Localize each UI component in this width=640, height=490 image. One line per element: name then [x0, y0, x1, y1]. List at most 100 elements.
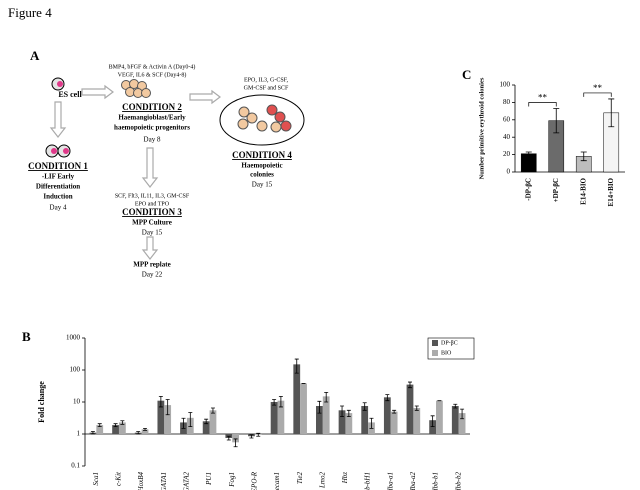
bar [406, 384, 414, 434]
error-bar [580, 151, 587, 162]
error-bar [340, 405, 345, 417]
error-bar [143, 427, 148, 431]
error-bar [113, 423, 118, 428]
x-tick-label: GATA1 [160, 472, 168, 490]
es-cell-nucleus [57, 81, 63, 87]
condition-day: Day 15 [142, 229, 163, 237]
factors: VEGF, IL6 & SCF (Day4-8) [118, 71, 187, 78]
x-tick-label: GATA2 [183, 472, 191, 490]
condition-text: Haemangioblast/Early [118, 114, 186, 122]
arrow [141, 236, 159, 260]
x-tick-label: Lmo2 [318, 472, 326, 489]
error-bar [249, 434, 254, 439]
x-tick-label: Hbb-bH1 [364, 472, 372, 490]
bar [429, 420, 437, 434]
arrow [81, 84, 114, 100]
condition-day: Day 4 [50, 204, 67, 212]
error-bar [120, 420, 125, 425]
x-tick-label: EPO-R [250, 471, 258, 490]
error-bar [525, 151, 532, 156]
arrow [141, 147, 159, 188]
y-tick-label: 0 [507, 168, 511, 176]
x-tick-label: Pecam1 [273, 472, 281, 490]
error-bar [204, 418, 209, 425]
bar [322, 396, 330, 434]
x-tick-label: Hbz [341, 472, 349, 485]
error-bar [90, 431, 95, 435]
condition-title: CONDITION 1 [28, 161, 88, 171]
x-tick-label: Tie2 [296, 472, 304, 485]
error-bar [158, 395, 163, 408]
arrow [189, 89, 221, 105]
bar [157, 400, 165, 434]
y-tick-label: 10 [73, 398, 81, 406]
error-bar [608, 98, 615, 128]
x-tick-label: PU1 [205, 472, 213, 486]
x-tick-label: -DP-βC [524, 178, 532, 201]
factors: GM-CSF and SCF [244, 85, 289, 91]
cond1-cells [45, 144, 71, 158]
condition-text: MPP Culture [132, 219, 172, 227]
y-tick-label: 1 [77, 430, 81, 438]
error-bar [256, 432, 261, 437]
condition-text: Haemopoietic [241, 162, 282, 170]
error-bar [553, 108, 560, 134]
condition-text: -LIF Early [42, 173, 75, 181]
x-tick-label: c-Kit [115, 471, 123, 486]
y-tick-label: 1000 [66, 334, 81, 342]
bar [383, 397, 391, 434]
condition-text: haemopoietic progenitors [114, 124, 190, 132]
bar [316, 405, 323, 434]
bar [141, 429, 149, 434]
error-bar [97, 423, 102, 428]
condition-text: colonies [250, 171, 274, 179]
bar [436, 400, 443, 434]
x-tick-label: Sca1 [92, 472, 100, 486]
bar [112, 425, 119, 434]
y-tick-label: 100 [70, 366, 81, 374]
condition-day: Day 22 [142, 271, 163, 279]
panel-label: A [30, 48, 40, 63]
error-bar [136, 431, 141, 435]
error-bar [453, 403, 458, 409]
y-tick-label: 40 [503, 133, 511, 141]
factors: EPO, IL3, G-CSF, [244, 77, 289, 83]
y-axis-label: Fold change [37, 381, 46, 423]
error-bar [165, 399, 170, 416]
condition-day: Day 15 [252, 181, 273, 189]
factors: SCF, Flt3, IL11, IL3, GM-CSF [115, 193, 190, 199]
bar [96, 425, 104, 434]
condition-text: Induction [43, 193, 72, 201]
error-bar [233, 438, 238, 448]
condition-title: CONDITION 4 [232, 150, 292, 160]
y-tick-label: 100 [500, 81, 511, 89]
bar [390, 411, 398, 434]
es-cell-label: ES cell [58, 90, 82, 99]
condition-text: MPP replate [133, 261, 170, 269]
bar [209, 410, 217, 434]
error-bar [369, 417, 374, 429]
error-bar [317, 400, 322, 414]
bar [164, 405, 172, 434]
error-bar [414, 405, 419, 411]
bar [270, 402, 278, 434]
bar [361, 405, 369, 434]
x-tick-label: Hba-a2 [409, 472, 417, 490]
cell-cluster [121, 79, 151, 98]
error-bar [294, 358, 299, 374]
bar [277, 400, 285, 434]
legend-swatch [432, 350, 438, 356]
bar [451, 405, 459, 434]
condition-title: CONDITION 3 [122, 207, 182, 217]
error-bar [385, 394, 390, 402]
error-bar [362, 402, 367, 411]
x-tick-label: Hbb-b2 [454, 472, 462, 490]
bar [345, 413, 353, 434]
figure-title: Figure 4 [8, 5, 52, 20]
bar [293, 364, 301, 434]
legend-swatch [432, 340, 438, 346]
factors: EPO and TPO [135, 201, 170, 207]
error-bar [188, 412, 193, 428]
y-axis-label: Number primitive erythroid colonies [478, 77, 485, 179]
